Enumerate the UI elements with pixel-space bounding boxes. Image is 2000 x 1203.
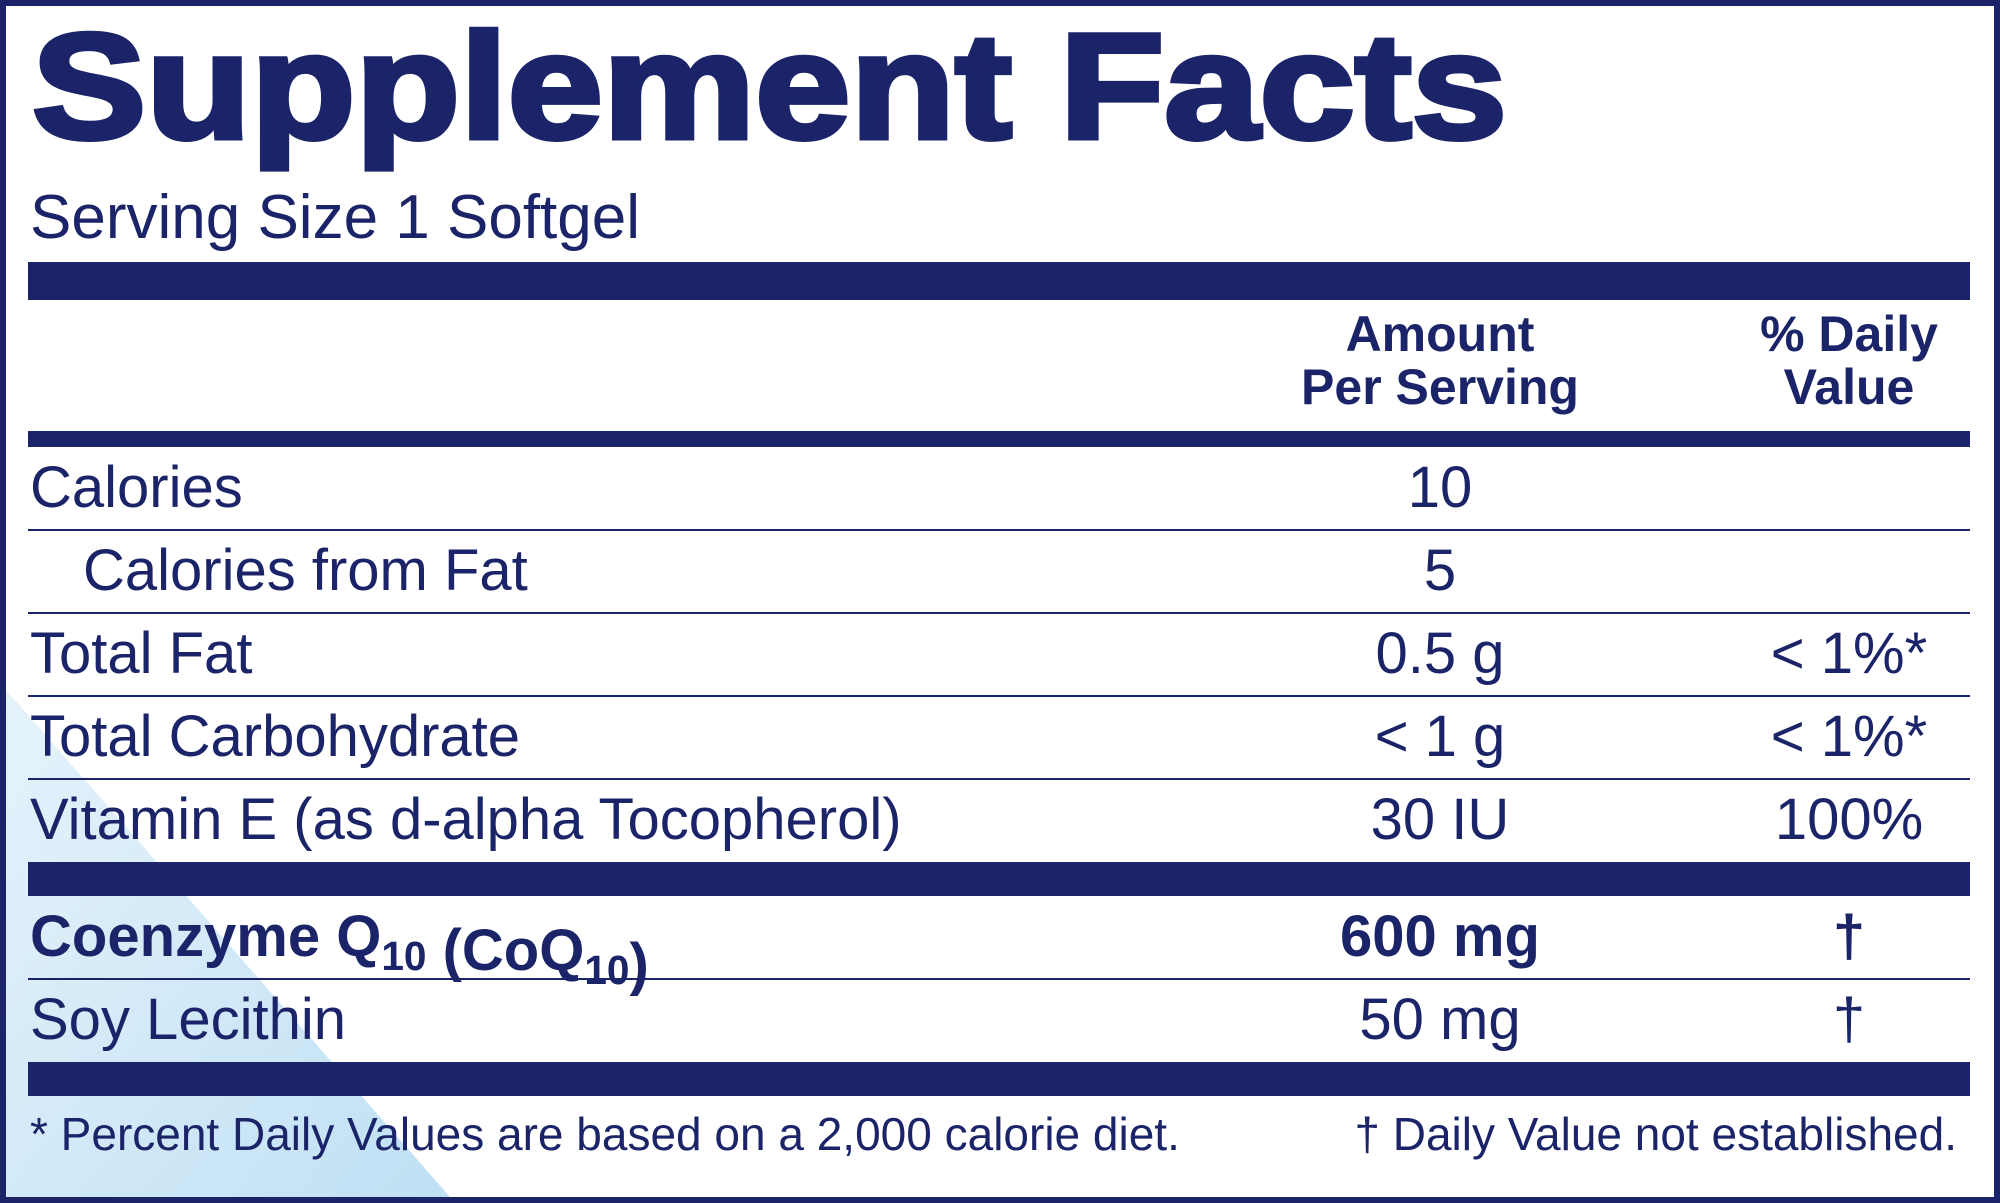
daily-value: < 1%* [1771, 621, 1927, 686]
dv-header: Value [1784, 359, 1915, 415]
name-part: Calories [30, 455, 243, 520]
amount: 5 [1424, 538, 1456, 603]
row-divider [28, 778, 1970, 780]
name-part: Total Carbohydrate [30, 704, 520, 769]
thick-bar [28, 1062, 1970, 1096]
thick-bar [28, 862, 1970, 896]
name-part: Soy Lecithin [30, 987, 346, 1052]
name-part: Coenzyme Q [30, 904, 381, 969]
name-part: Vitamin E (as d-alpha Tocopherol) [30, 787, 902, 852]
footnote: † Daily Value not established. [1354, 1108, 1957, 1160]
thick-bar [28, 262, 1970, 300]
amount: 50 mg [1359, 987, 1520, 1052]
daily-value: † [1833, 987, 1865, 1052]
row-divider [28, 612, 1970, 614]
row-divider [28, 529, 1970, 531]
amount-header: Per Serving [1301, 359, 1579, 415]
dv-header: % Daily [1760, 306, 1938, 362]
name-part: ) [629, 932, 648, 997]
nutrient-name: Total Carbohydrate [30, 704, 520, 769]
footnote: * Percent Daily Values are based on a 2,… [30, 1108, 1180, 1160]
medium-bar [28, 431, 1970, 447]
title: Supplement Facts [32, 2, 1507, 170]
amount-header: Amount [1346, 306, 1535, 362]
subscript: 10 [381, 933, 426, 979]
daily-value: † [1833, 904, 1865, 969]
daily-value: < 1%* [1771, 704, 1927, 769]
nutrient-name: Vitamin E (as d-alpha Tocopherol) [30, 787, 902, 852]
nutrient-name: Total Fat [30, 621, 252, 686]
nutrient-name: Calories [30, 455, 243, 520]
row-divider [28, 978, 1970, 980]
daily-value: 100% [1775, 787, 1923, 852]
subscript: 10 [584, 947, 629, 993]
name-part: Calories from Fat [83, 538, 528, 603]
amount: 10 [1408, 455, 1473, 520]
amount: 0.5 g [1376, 621, 1505, 686]
amount: < 1 g [1375, 704, 1506, 769]
amount: 30 IU [1371, 787, 1510, 852]
nutrient-name: Soy Lecithin [30, 987, 346, 1052]
row-divider [28, 695, 1970, 697]
serving-size: Serving Size 1 Softgel [30, 183, 640, 252]
amount: 600 mg [1340, 904, 1540, 969]
name-part: (CoQ [426, 918, 584, 983]
nutrient-name: Coenzyme Q10 (CoQ10) [30, 904, 649, 997]
nutrient-name: Calories from Fat [83, 538, 528, 603]
name-part: Total Fat [30, 621, 252, 686]
